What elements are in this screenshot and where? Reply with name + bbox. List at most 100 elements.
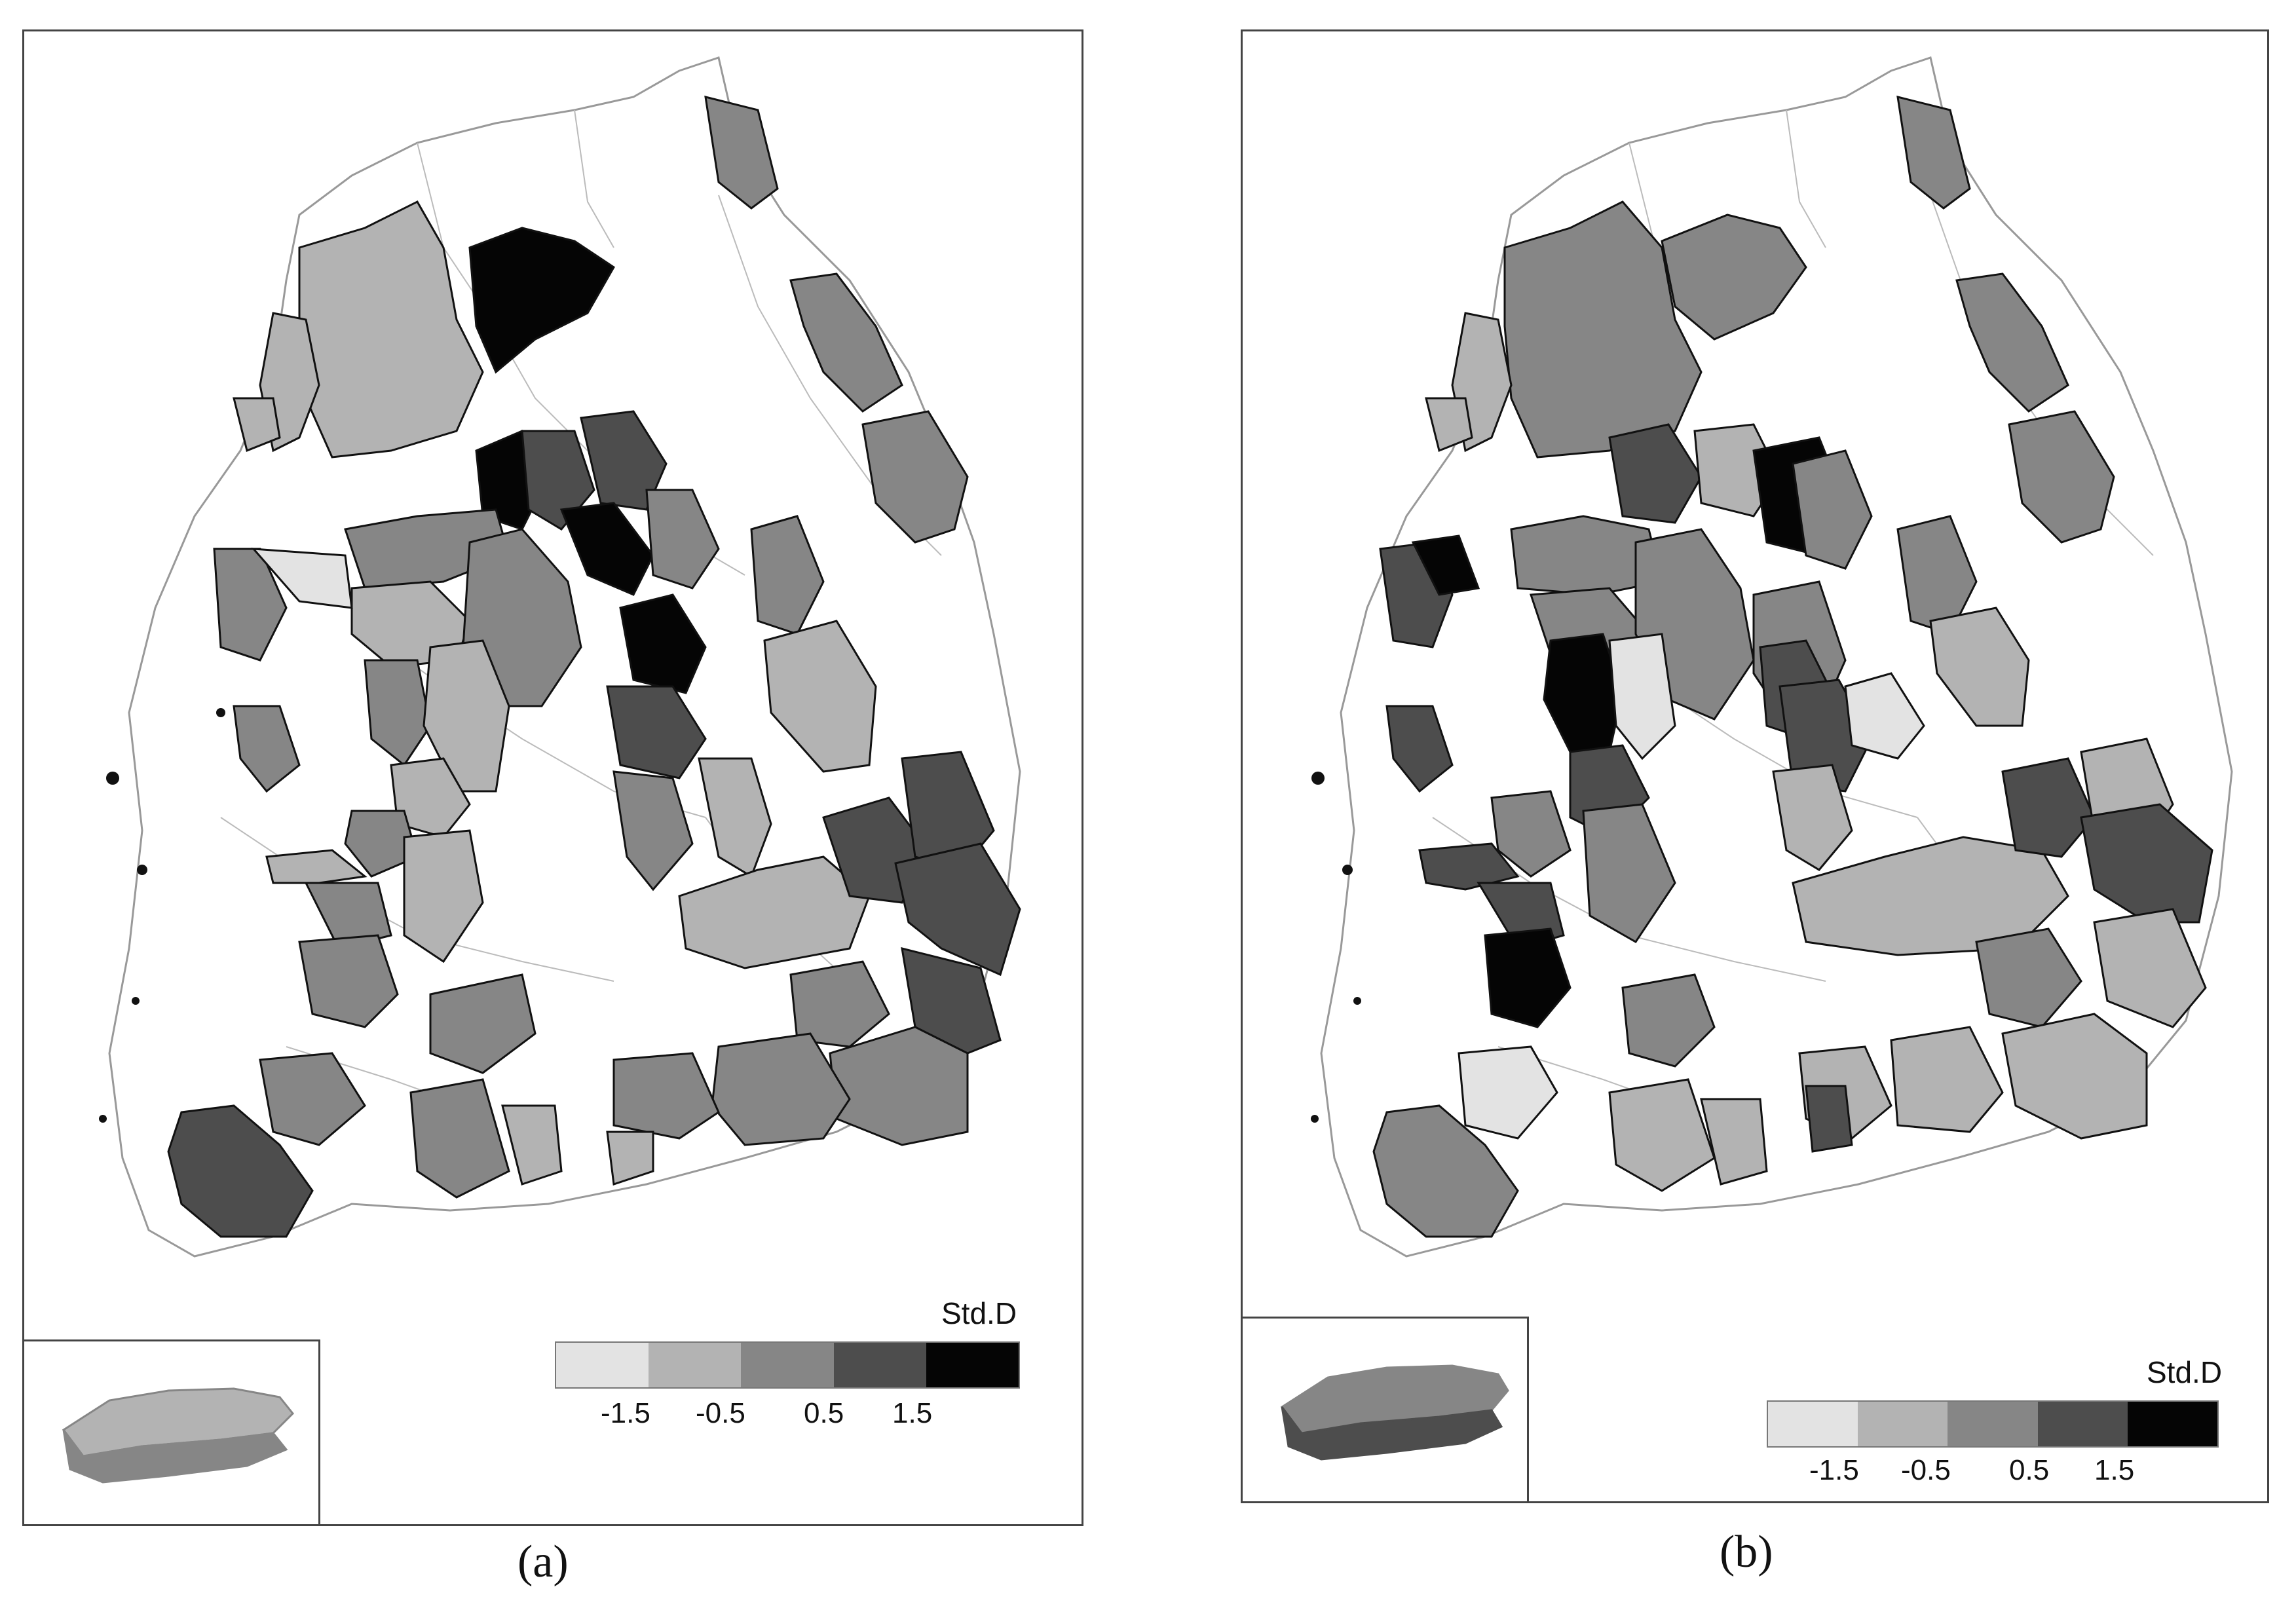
legend-colorbar xyxy=(555,1341,1020,1389)
district xyxy=(645,489,720,590)
district xyxy=(901,946,1002,1055)
legend-a: Std.D -1.5 -0.5 0.5 1.5 xyxy=(555,1296,1040,1433)
district xyxy=(1929,607,2030,727)
district xyxy=(2001,1013,2148,1140)
legend-swatch-3 xyxy=(1948,1402,2038,1446)
district xyxy=(1372,1104,1519,1238)
legend-swatch-2 xyxy=(1858,1402,1948,1446)
district xyxy=(468,227,615,374)
district xyxy=(1484,927,1571,1028)
district xyxy=(789,272,903,413)
legend-tick: -1.5 xyxy=(1809,1454,1859,1486)
district xyxy=(1608,423,1703,524)
legend-colorbar xyxy=(1767,1400,2219,1448)
legend-tick: -0.5 xyxy=(696,1397,745,1429)
island-specks xyxy=(1311,772,1361,1123)
legend-title: Std.D xyxy=(941,1296,1017,1330)
district xyxy=(233,705,301,793)
district xyxy=(861,410,969,544)
district xyxy=(763,620,877,773)
district xyxy=(429,973,536,1074)
district xyxy=(501,1104,563,1186)
district xyxy=(789,960,890,1048)
district xyxy=(606,1131,654,1186)
district xyxy=(1844,672,1925,760)
district xyxy=(1385,705,1454,793)
map-panel-b: Std.D -1.5 -0.5 0.5 1.5 xyxy=(1241,29,2269,1503)
district xyxy=(1411,534,1480,596)
map-panel-a: Std.D -1.5 -0.5 0.5 1.5 xyxy=(22,29,1083,1526)
legend-b: Std.D -1.5 -0.5 0.5 1.5 xyxy=(1767,1355,2238,1492)
district xyxy=(298,934,399,1028)
legend-swatch-3 xyxy=(741,1343,834,1387)
district xyxy=(259,1052,366,1146)
district xyxy=(1425,397,1473,453)
island-specks xyxy=(99,708,225,1123)
district xyxy=(1792,449,1873,570)
district xyxy=(364,659,432,767)
choropleth-map-a xyxy=(99,56,1021,1258)
district xyxy=(2093,908,2207,1028)
district xyxy=(1792,836,2069,956)
district xyxy=(1896,95,1971,210)
district xyxy=(409,1078,510,1199)
legend-swatch-5 xyxy=(926,1343,1019,1387)
jeju-south xyxy=(1281,1406,1503,1461)
district xyxy=(894,842,1021,977)
district xyxy=(251,548,353,609)
legend-swatch-2 xyxy=(649,1343,742,1387)
jeju-map-a xyxy=(62,1387,295,1484)
district xyxy=(167,1104,314,1238)
district xyxy=(580,410,668,511)
district xyxy=(1582,803,1676,943)
legend-swatch-4 xyxy=(833,1343,926,1387)
legend-tick: -1.5 xyxy=(601,1397,650,1429)
jeju-inset-a xyxy=(22,1339,320,1526)
district xyxy=(1608,633,1676,760)
district xyxy=(1805,1085,1853,1153)
district xyxy=(698,757,772,878)
district xyxy=(612,1052,720,1140)
panel-caption-a: (a) xyxy=(518,1537,569,1587)
district xyxy=(1661,214,1807,341)
district xyxy=(559,502,654,596)
district xyxy=(2008,410,2115,544)
district xyxy=(265,849,367,884)
legend-tick: 0.5 xyxy=(2009,1454,2050,1486)
district xyxy=(750,515,825,635)
district xyxy=(1621,973,1716,1068)
district xyxy=(2001,757,2096,858)
district xyxy=(403,829,484,964)
district xyxy=(1975,927,2082,1028)
district xyxy=(1490,790,1571,878)
district xyxy=(1896,515,1978,635)
district xyxy=(344,810,419,878)
district-fills xyxy=(167,95,1021,1238)
legend-swatch-4 xyxy=(2037,1402,2128,1446)
legend-swatch-1 xyxy=(556,1343,649,1387)
district xyxy=(1890,1026,2004,1133)
district xyxy=(606,685,707,779)
district xyxy=(1955,272,2069,413)
district xyxy=(1458,1045,1558,1140)
choropleth-map-b xyxy=(1311,56,2233,1258)
district xyxy=(612,770,694,891)
legend-swatch-1 xyxy=(1768,1402,1858,1446)
district-fills xyxy=(1372,95,2213,1238)
district xyxy=(704,95,779,210)
district xyxy=(1700,1098,1768,1186)
district xyxy=(1772,764,1853,871)
district xyxy=(233,397,281,453)
legend-tick: 0.5 xyxy=(804,1397,844,1429)
district xyxy=(2080,803,2213,924)
legend-tick: -0.5 xyxy=(1901,1454,1951,1486)
jeju-south xyxy=(62,1429,288,1484)
district xyxy=(678,855,871,969)
legend-swatch-5 xyxy=(2127,1402,2217,1446)
legend-title: Std.D xyxy=(2147,1355,2223,1389)
legend-tick: 1.5 xyxy=(892,1397,933,1429)
legend-tick: 1.5 xyxy=(2094,1454,2135,1486)
district xyxy=(1608,1078,1716,1192)
district xyxy=(423,639,510,793)
district xyxy=(619,593,707,694)
